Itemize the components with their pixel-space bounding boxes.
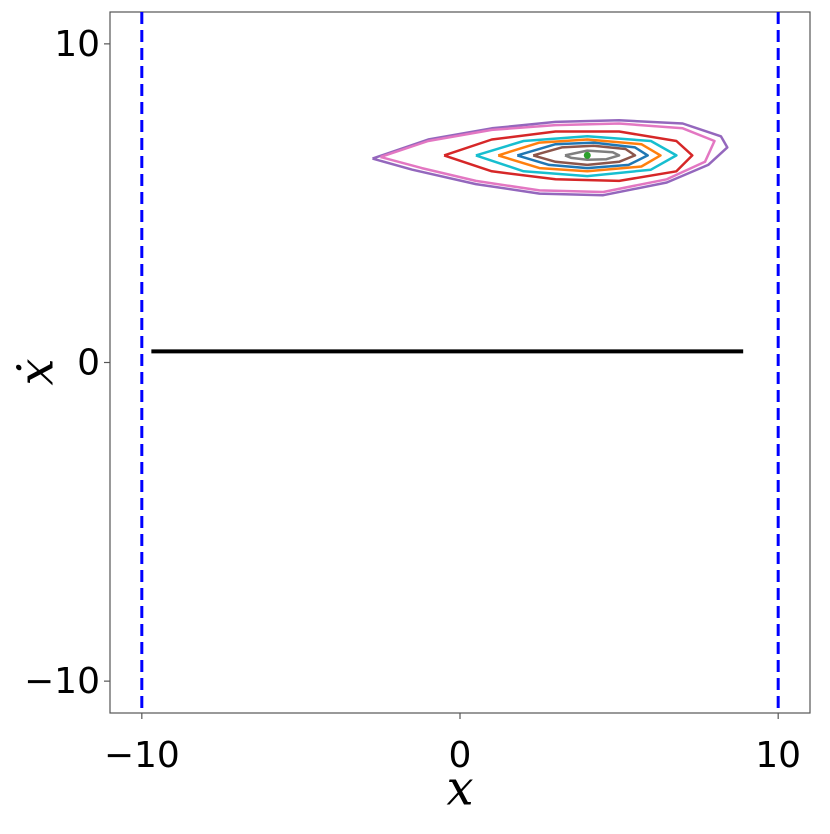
orbit (497, 138, 662, 173)
plot-frame (109, 11, 811, 714)
orbit (372, 119, 729, 197)
point (583, 151, 591, 159)
orbit (516, 141, 649, 170)
y-tick-label: 0 (77, 343, 100, 384)
x-axis-label: x (446, 761, 473, 817)
orbit (443, 130, 694, 183)
y-tick-label: 10 (54, 24, 100, 65)
orbit (532, 144, 637, 167)
orbit (380, 122, 716, 194)
x-tick-label: 10 (755, 735, 801, 776)
orbit (475, 135, 678, 178)
x-tick-label: −10 (104, 735, 180, 776)
orbit (564, 149, 621, 162)
y-tick-label: −10 (24, 661, 100, 702)
x-tick-label: 0 (449, 735, 472, 776)
y-axis-label: ẋ (9, 358, 65, 385)
